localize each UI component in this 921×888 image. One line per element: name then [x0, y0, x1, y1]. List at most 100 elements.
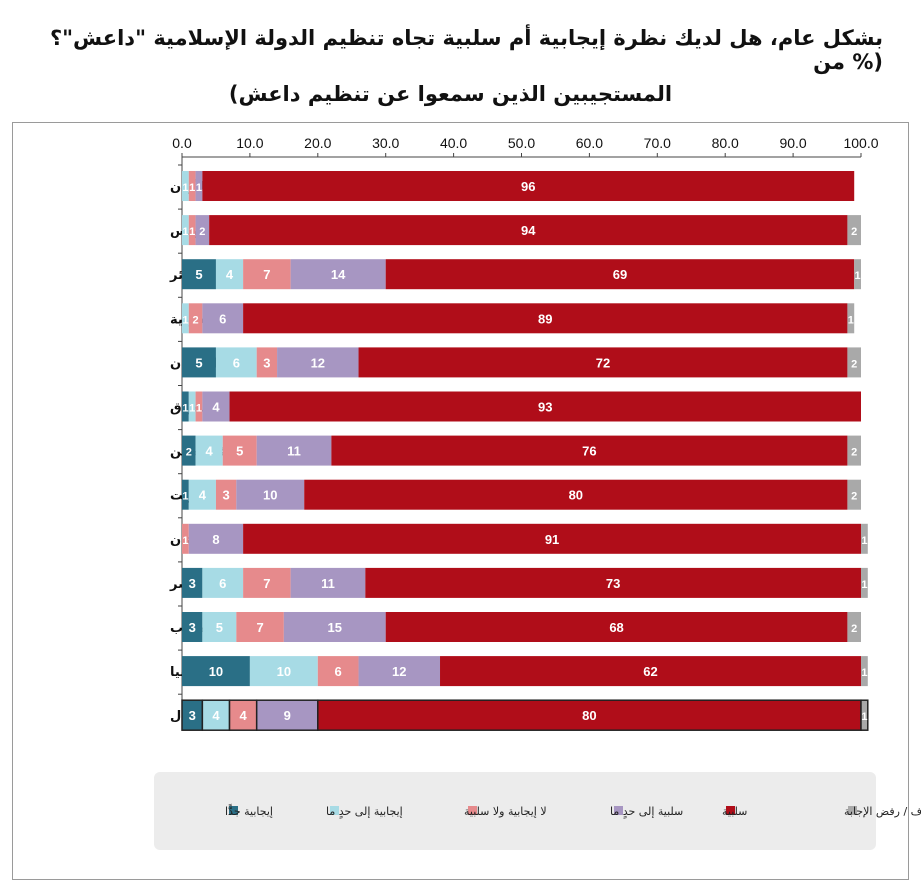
bar-segment: [188, 303, 203, 334]
bar-segment: [365, 567, 861, 598]
data-label: 4: [226, 267, 234, 282]
bar-segment: [188, 391, 196, 422]
bar-segment: [202, 171, 855, 201]
data-label: 89: [538, 311, 552, 326]
data-label: 1: [861, 579, 867, 591]
bar-segment: [201, 699, 231, 731]
bar-segment: [847, 303, 855, 334]
chart-title-line-1: بشكل عام، هل لديك نظرة إيجابية أم سلبية …: [49, 26, 883, 74]
data-label: 5: [195, 355, 202, 370]
data-label: 6: [219, 576, 226, 591]
data-label: 1: [182, 182, 188, 194]
x-tick-label: 20.0: [304, 135, 331, 151]
legend-box: [154, 772, 876, 850]
bar-segment: [854, 259, 861, 290]
legend-swatch: [614, 806, 623, 815]
data-label: 6: [335, 664, 342, 679]
data-label: 9: [284, 708, 291, 723]
data-label: 1: [182, 314, 188, 326]
legend-swatch: [330, 806, 339, 815]
bar-segment: [182, 612, 203, 642]
bar-segment: [236, 612, 284, 642]
bar-segment: [202, 612, 237, 642]
bar-segment: [243, 303, 848, 334]
data-label: 91: [545, 532, 559, 547]
data-label: 1: [189, 403, 195, 415]
data-label: 2: [851, 491, 857, 503]
bar-segment: [182, 523, 189, 554]
bar-segment: [182, 656, 250, 687]
data-label: 4: [239, 708, 247, 723]
bar-segment: [182, 479, 189, 510]
bar-segment: [861, 567, 868, 598]
legend-label: إيجابية إلى حدٍ ما: [326, 805, 403, 819]
x-tick-label: 10.0: [236, 135, 263, 151]
data-label: 1: [189, 226, 195, 238]
bar-segment: [195, 435, 223, 466]
data-label: 14: [331, 267, 346, 282]
bar-segment: [182, 347, 216, 378]
bar-segment: [182, 435, 196, 466]
bar-segment: [215, 347, 257, 378]
bar-segment: [304, 479, 848, 510]
data-label: 11: [287, 444, 301, 459]
legend-swatch: [468, 806, 477, 815]
data-label: 93: [538, 400, 552, 415]
data-label: 1: [855, 270, 861, 282]
bar-segment: [215, 259, 244, 290]
data-label: 3: [189, 708, 196, 723]
bar-segment: [440, 656, 861, 687]
x-tick-label: 30.0: [372, 135, 399, 151]
bar-segment: [847, 612, 861, 642]
data-label: 96: [521, 179, 535, 194]
bar-segment: [256, 435, 332, 466]
bar-segment: [188, 523, 244, 554]
data-label: 7: [263, 267, 270, 282]
data-label: 2: [199, 226, 205, 238]
data-label: 1: [196, 182, 202, 194]
bar-segment: [385, 612, 848, 642]
data-label: 3: [263, 355, 270, 370]
bar-segment: [229, 391, 861, 422]
legend-label: سلبية: [722, 805, 747, 818]
data-label: 1: [861, 711, 867, 723]
bar-segment: [236, 479, 305, 510]
bar-segment: [385, 259, 855, 290]
data-label: 3: [189, 576, 196, 591]
data-label: 1: [182, 535, 188, 547]
bar-segment: [249, 656, 318, 687]
data-label: 7: [256, 620, 263, 635]
data-label: 69: [613, 267, 627, 282]
bar-segment: [182, 391, 189, 422]
data-label: 8: [212, 532, 219, 547]
legend-label: لا إيجابية ولا سلبية: [464, 805, 547, 818]
legend-label: لا أعرف / رفض الإجابة: [844, 804, 921, 818]
bar-segment: [358, 656, 441, 687]
bar-segment: [182, 215, 189, 246]
bar-segment: [847, 479, 861, 510]
bar-segment: [847, 435, 861, 466]
data-label: 1: [189, 182, 195, 194]
data-label: 1: [182, 226, 188, 238]
data-label: 1: [196, 403, 202, 415]
data-label: 76: [582, 444, 596, 459]
bar-segment: [283, 612, 386, 642]
data-label: 4: [199, 488, 207, 503]
bar-segment: [847, 347, 861, 378]
bar-segment: [847, 215, 861, 246]
bar-segment: [861, 523, 868, 554]
legend-label: إيجابية جدًّا: [225, 803, 273, 818]
x-tick-label: 50.0: [508, 135, 535, 151]
bar-segment: [195, 391, 203, 422]
data-label: 3: [223, 488, 230, 503]
bar-segment: [317, 656, 359, 687]
data-label: 72: [596, 355, 610, 370]
x-tick-label: 40.0: [440, 135, 467, 151]
bar-segment: [243, 523, 862, 554]
bar-segment: [202, 567, 244, 598]
bar-segment: [182, 303, 189, 334]
x-tick-label: 90.0: [779, 135, 806, 151]
data-label: 10: [209, 664, 223, 679]
data-label: 12: [392, 664, 406, 679]
data-label: 15: [328, 620, 342, 635]
